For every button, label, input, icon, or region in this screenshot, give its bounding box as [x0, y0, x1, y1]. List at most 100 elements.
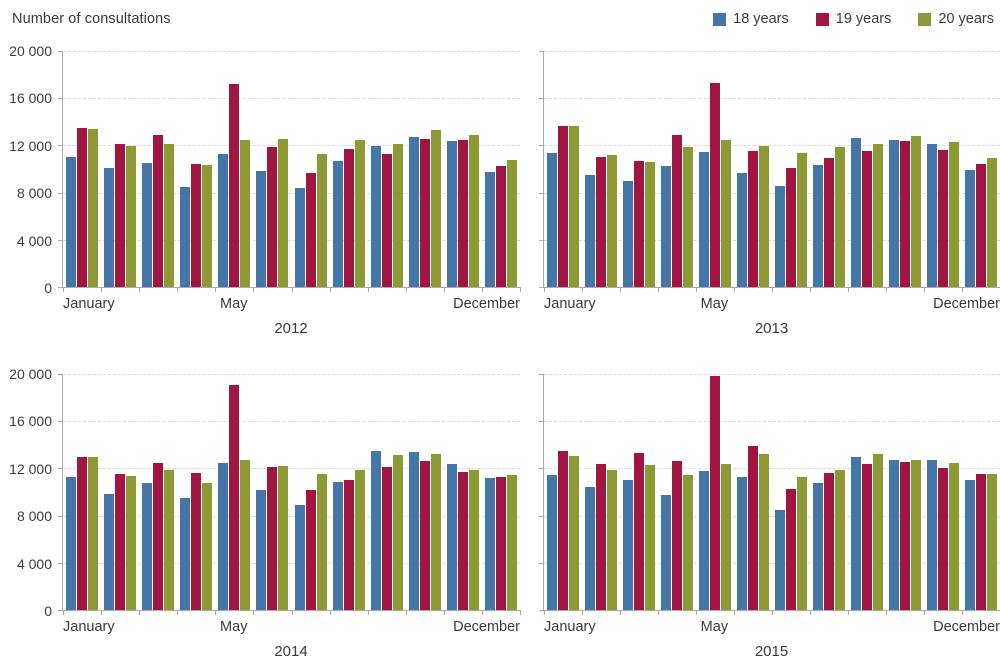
x-axis-tick [847, 610, 849, 615]
bar-20-years [468, 469, 479, 610]
bar-19-years [976, 474, 986, 610]
bar-19-years [305, 172, 316, 287]
panel-gap [520, 374, 543, 611]
bar-group-september [848, 51, 886, 287]
bar-group-june [734, 374, 772, 610]
bar-18-years [623, 180, 633, 287]
x-axis-tick [658, 610, 659, 615]
x-label-may: May [220, 296, 248, 312]
x-axis-labels: January May December [543, 611, 1000, 636]
bar-18-years [585, 486, 595, 610]
y-tick-label: 16 000 [9, 413, 52, 430]
y-axis-tick [58, 562, 62, 564]
bar-20-years [164, 143, 175, 287]
gridline [544, 51, 1000, 52]
bar-group-december [962, 374, 1000, 610]
gridline [63, 145, 520, 147]
bar-group-december [482, 51, 520, 287]
bar-20-years [949, 463, 959, 610]
plot-area [58, 51, 521, 292]
bar-20-years [759, 146, 769, 287]
x-axis-tick [810, 287, 811, 292]
y-axis-tick [539, 562, 543, 564]
bar-18-years [66, 156, 77, 287]
x-axis-labels: January May December [62, 288, 520, 313]
bar-group-february [101, 374, 139, 610]
y-tick-label: 20 000 [9, 43, 52, 59]
y-axis-tick [539, 98, 543, 100]
bar-18-years [585, 174, 595, 287]
x-axis-tick [581, 610, 583, 615]
x-axis-tick [253, 610, 255, 615]
bar-18-years [256, 489, 267, 610]
gridline [544, 562, 1000, 564]
bar-group-august [810, 374, 848, 610]
bar-18-years [737, 476, 747, 610]
x-axis-tick [619, 287, 621, 292]
legend-swatch-20-years [918, 12, 932, 26]
legend-item-18-years: 18 years [713, 11, 789, 27]
bar-20-years [468, 135, 479, 287]
x-axis-tick [215, 287, 217, 292]
bar-group-january [63, 51, 101, 287]
x-label-december: December [453, 619, 520, 635]
bar-19-years [267, 146, 278, 287]
bar-18-years [218, 153, 229, 287]
bar-group-july [291, 374, 329, 610]
gridline [544, 374, 1000, 375]
x-axis-tick [139, 610, 141, 615]
x-axis-tick [544, 287, 545, 292]
y-axis-tick [539, 51, 543, 52]
y-tick-label: 20 000 [9, 366, 52, 382]
bar-19-years [191, 163, 202, 287]
bar-group-november [444, 51, 482, 287]
x-axis-labels: January May December [62, 611, 520, 636]
bar-19-years [305, 490, 316, 610]
bar-group-july [772, 51, 810, 287]
bar-group-september [848, 374, 886, 610]
bar-18-years [332, 481, 343, 610]
bar-18-years [661, 494, 671, 610]
bar-19-years [938, 150, 948, 287]
chart-panel-2014: 20 000 16 000 12 000 8 000 4 000 0 January May D… [0, 366, 521, 664]
bar-20-years [835, 470, 845, 610]
x-label-december: December [933, 296, 1000, 312]
bar-19-years [457, 471, 468, 610]
gridline [63, 98, 520, 100]
bar-20-years [873, 143, 883, 287]
y-axis-tick [58, 468, 62, 470]
bar-group-january [544, 374, 582, 610]
bar-group-february [582, 374, 620, 610]
y-axis-tick [58, 610, 62, 611]
x-axis-tick [329, 287, 331, 292]
bar-18-years [142, 482, 153, 610]
x-axis-tick [443, 610, 445, 615]
bar-19-years [558, 125, 568, 287]
plot-row [520, 51, 1000, 292]
bar-group-june [734, 51, 772, 287]
x-axis-tick [329, 610, 331, 615]
gridline [63, 421, 520, 423]
y-tick-label: 0 [44, 603, 52, 619]
bar-group-may [696, 51, 734, 287]
x-axis-tick [443, 287, 445, 292]
bar-20-years [88, 456, 99, 610]
x-label-january: January [63, 296, 115, 312]
bar-20-years [683, 146, 693, 287]
bar-20-years [278, 138, 289, 287]
bar-20-years [987, 157, 997, 287]
bar-group-september [368, 51, 406, 287]
bar-18-years [547, 153, 557, 287]
y-axis-tick [58, 515, 62, 517]
x-axis-tick [695, 287, 697, 292]
bar-20-years [392, 454, 403, 610]
gridline [544, 98, 1000, 100]
bar-19-years [115, 144, 126, 287]
bar-20-years [797, 153, 807, 287]
bar-19-years [938, 468, 948, 610]
bar-19-years [786, 168, 796, 287]
bar-20-years [316, 473, 327, 610]
bar-18-years [927, 460, 937, 610]
bar-18-years [813, 483, 823, 610]
